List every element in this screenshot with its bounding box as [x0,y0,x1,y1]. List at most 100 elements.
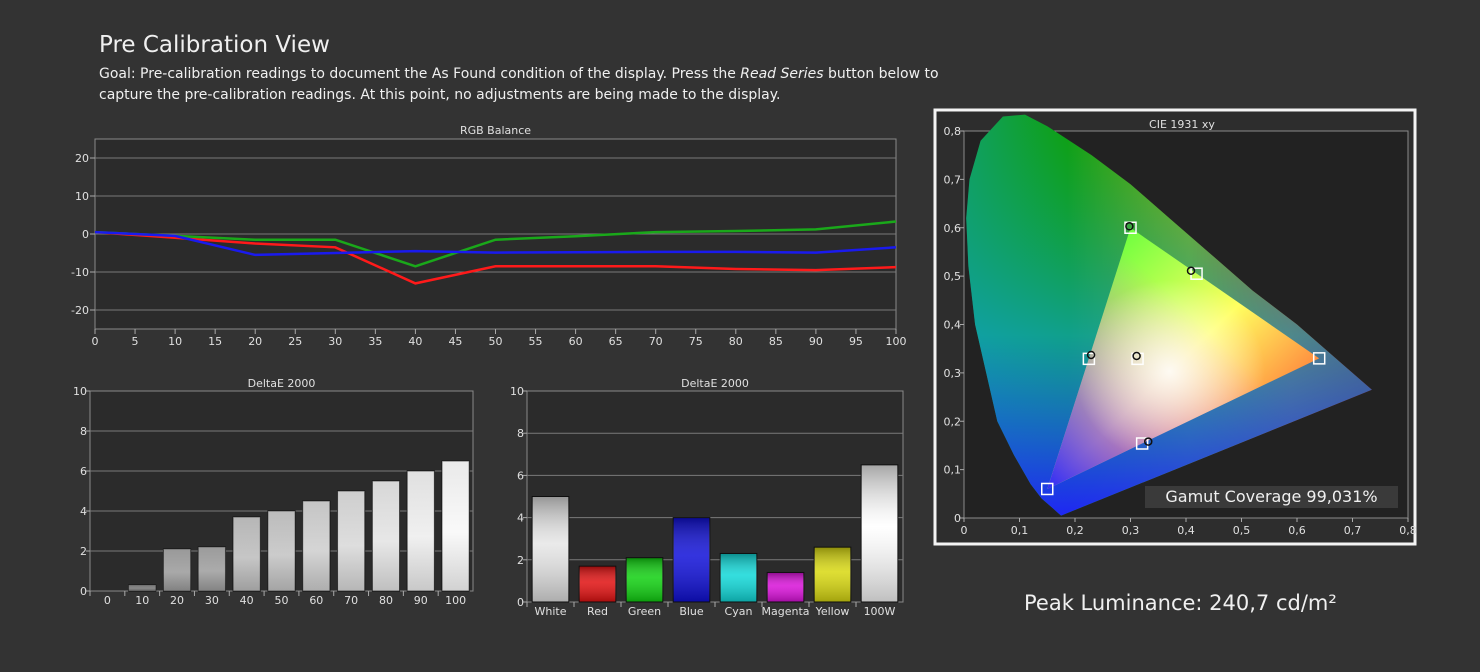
x-tick-label: 0,4 [1177,524,1195,537]
goal-text: Goal: Pre-calibration readings to docume… [99,64,979,106]
chart-title: DeltaE 2000 [681,377,749,390]
y-tick-label: 0,3 [944,367,962,380]
bar-shade-Magenta [767,572,804,602]
bar-shade-100 [442,461,470,591]
y-tick-label: 6 [517,469,524,482]
x-tick-label: Cyan [725,605,753,618]
y-tick-label: -20 [71,304,89,317]
x-tick-label: 0 [92,335,99,348]
y-tick-label: 0,7 [944,173,962,186]
measured-marker-2 [1144,437,1153,446]
x-tick-label: 80 [379,594,393,607]
y-tick-label: 10 [510,385,524,398]
bar-shade-50 [267,511,296,591]
x-tick-label: 85 [769,335,783,348]
y-tick-label: 0,5 [944,270,962,283]
bar-shade-Yellow [814,547,851,602]
x-tick-label: 80 [729,335,743,348]
x-tick-label: 90 [414,594,428,607]
measured-marker-0 [1125,222,1134,231]
series-line-1 [94,220,897,268]
x-tick-label: 0,3 [1122,524,1140,537]
bar-shade-60 [302,501,330,591]
measured-marker-4 [1132,351,1141,361]
y-tick-label: 0,2 [944,415,962,428]
y-tick-label: 6 [80,465,87,478]
x-tick-label: 15 [208,335,222,348]
target-marker-3 [1082,352,1096,366]
x-tick-label: 0,1 [1011,524,1029,537]
peak-luminance: Peak Luminance: 240,7 cd/m² [1024,591,1337,615]
y-tick-label: 10 [73,385,87,398]
y-tick-label: 2 [517,554,524,567]
chart-title: CIE 1931 xy [1149,118,1215,131]
bar-shade-80 [372,481,400,591]
measured-marker-3 [1186,266,1196,276]
x-tick-label: Blue [679,605,704,618]
x-tick-label: 30 [205,594,219,607]
target-marker-4 [1135,437,1149,450]
x-tick-label: 50 [275,594,289,607]
bar-shade-Green [626,557,663,602]
x-tick-label: 0 [104,594,111,607]
bar-shade-White [532,496,569,602]
series-line-2 [94,230,897,257]
x-tick-label: 55 [529,335,543,348]
chart-title: RGB Balance [460,124,531,137]
x-tick-label: 25 [288,335,302,348]
cie-chart: CIE 1931 xy 0 0,1 0,2 0,3 0,4 0,5 0,6 0,7 0,8 0,8 0… [933,108,1417,546]
x-tick-label: 70 [649,335,663,348]
y-tick-label: 0,6 [944,222,962,235]
x-tick-label: 65 [609,335,623,348]
y-tick-label: 8 [517,427,524,440]
x-tick-label: 20 [170,594,184,607]
x-tick-label: Red [587,605,608,618]
bar-shade-Red [579,566,616,602]
x-tick-label: 10 [135,594,149,607]
x-tick-label: 0,5 [1233,524,1251,537]
x-tick-label: 40 [408,335,422,348]
x-tick-label: 5 [132,335,139,348]
y-tick-label: 2 [80,545,87,558]
x-tick-label: Green [628,605,661,618]
x-tick-label: 75 [689,335,703,348]
target-marker-0 [1312,352,1326,365]
bar-shade-40 [233,517,261,591]
x-tick-label: 40 [240,594,254,607]
x-tick-label: 100 [886,335,907,348]
x-tick-label: 95 [849,335,863,348]
bar-shade-10 [128,585,156,591]
gamut-coverage-label: Gamut Coverage 99,031% [1145,486,1398,508]
bar-shade-70 [337,491,365,591]
x-tick-label: 30 [328,335,342,348]
target-marker-2 [1041,482,1054,496]
x-tick-label: 100 [445,594,466,607]
x-tick-label: 70 [344,594,358,607]
bar-shade-30 [198,547,226,591]
y-tick-label: 4 [517,512,524,525]
x-tick-label: 45 [448,335,462,348]
y-tick-label: 0,8 [944,125,962,138]
gamut-triangle-white [1047,227,1320,490]
chart-title: DeltaE 2000 [248,377,316,390]
series-line-0 [94,230,897,285]
x-tick-label: 50 [489,335,503,348]
y-tick-label: 0,4 [944,319,962,332]
y-tick-label: 8 [80,425,87,438]
y-tick-label: 0,1 [944,464,962,477]
x-tick-label: 60 [309,594,323,607]
goal-text-emphasis: Read Series [740,66,824,82]
x-tick-label: 10 [168,335,182,348]
bar-shade-Blue [673,517,710,602]
y-tick-label: 4 [80,505,87,518]
bar-shade-20 [163,549,191,591]
x-tick-label: 90 [809,335,823,348]
y-tick-label: 0 [82,228,89,241]
x-tick-label: White [535,605,567,618]
x-tick-label: 0,7 [1344,524,1362,537]
x-tick-label: 35 [368,335,382,348]
deltae-colors-chart: DeltaE 2000 10 8 6 4 2 0 White Red Green Blue Cyan M… [510,377,904,618]
